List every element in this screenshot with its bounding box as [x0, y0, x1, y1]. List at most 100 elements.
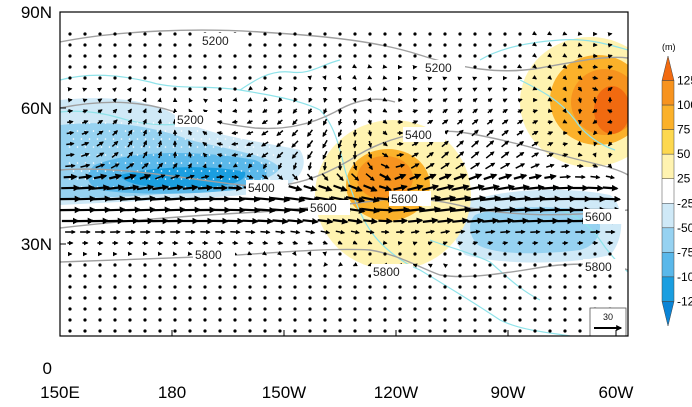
wind-vector [532, 120, 539, 125]
stipple-dot [236, 178, 239, 180]
wind-vector [337, 140, 343, 149]
wind-vector [188, 140, 193, 147]
wind-vector [577, 53, 583, 58]
wind-vector [128, 318, 132, 322]
wind-vector [216, 174, 225, 180]
wind-vector [428, 274, 432, 278]
colorbar-unit: (m) [662, 42, 676, 52]
wind-vector [293, 86, 298, 92]
stipple-dot [180, 178, 183, 180]
reference-vector-value: 30 [603, 312, 613, 322]
wind-vector [562, 53, 568, 58]
wind-vector [533, 318, 537, 322]
wind-vector [126, 162, 135, 170]
wind-vector [487, 241, 494, 246]
wind-vector [548, 307, 552, 311]
wind-vector [367, 240, 373, 245]
wind-vector [427, 263, 433, 268]
stipple-dot [252, 178, 255, 180]
wind-vector [270, 196, 291, 203]
wind-vector [232, 240, 239, 246]
wind-vector [218, 65, 222, 69]
wind-vector [270, 207, 291, 214]
wind-vector [218, 318, 222, 322]
wind-vector [488, 274, 492, 278]
wind-vector [203, 296, 207, 300]
wind-vector [306, 173, 314, 181]
stipple-dot [172, 162, 175, 164]
wind-vector [425, 162, 435, 170]
wind-vector [203, 263, 207, 267]
wind-vector [338, 307, 342, 311]
colorbar-tick-label: 25 [677, 172, 691, 186]
wind-vector [367, 119, 372, 126]
stipple-dot [184, 170, 187, 172]
wind-vector [338, 318, 342, 322]
wind-vector [98, 274, 102, 278]
wind-vector [428, 318, 432, 322]
wind-vector [83, 318, 87, 322]
wind-vector [113, 32, 117, 36]
wind-vector [545, 163, 555, 169]
colorbar-labels: 125 100 75 50 25 -25 -50 -75 -100 -125 [677, 74, 692, 309]
stipple-dot [200, 138, 203, 140]
wind-vector [242, 217, 259, 225]
stipple-dot [100, 146, 103, 148]
wind-vector [113, 76, 117, 80]
stipple-dot [232, 170, 235, 172]
wind-vector [382, 64, 388, 69]
wind-vector [173, 274, 177, 278]
stipple-dot [160, 170, 163, 172]
wind-vector [592, 152, 597, 158]
wind-vector [188, 76, 192, 80]
wind-vector [158, 65, 162, 69]
wind-vector [607, 163, 613, 169]
wind-vector [293, 97, 298, 103]
wind-vector [260, 229, 271, 235]
stipple-dot [116, 146, 119, 148]
wind-vector [127, 97, 132, 103]
wind-vector [307, 118, 313, 126]
wind-vector [143, 296, 147, 300]
wind-vector [262, 240, 269, 246]
wind-vector [533, 274, 537, 278]
wind-vector [308, 307, 312, 311]
wind-vector [547, 97, 553, 102]
wind-vector [336, 75, 342, 81]
wind-vector [278, 54, 282, 58]
wind-vector [338, 108, 343, 115]
wind-vector [111, 140, 119, 148]
stipple-dot [168, 122, 171, 124]
wind-vector [413, 274, 417, 278]
wind-vector [363, 217, 379, 225]
wind-vector [563, 296, 567, 300]
wind-vector [203, 54, 207, 58]
wind-vector [434, 195, 457, 202]
stipple-dot [156, 146, 159, 148]
wind-vector [473, 274, 477, 278]
wind-vector [563, 307, 567, 311]
contour-label: 5600 [310, 201, 337, 215]
stipple-dot [240, 138, 243, 140]
stipple-dot [88, 138, 91, 140]
wind-vector [518, 318, 522, 322]
wind-vector [202, 130, 208, 136]
wind-vector [322, 129, 328, 138]
wind-vector [528, 173, 543, 181]
wind-vector [307, 108, 313, 115]
wind-vector [278, 97, 283, 103]
wind-vector [233, 65, 237, 69]
wind-vector [128, 329, 132, 333]
wind-vector [473, 285, 477, 289]
wind-vector [428, 54, 432, 58]
wind-vector [248, 163, 253, 169]
wind-vector [412, 241, 418, 246]
wind-vector [97, 109, 103, 114]
stipple-dot [248, 170, 251, 172]
wind-vector [443, 43, 447, 47]
stipple-dot [244, 146, 247, 148]
wind-vector [607, 109, 613, 114]
wind-vector [188, 307, 192, 311]
wind-vector [578, 274, 582, 278]
wind-vector [293, 76, 297, 80]
